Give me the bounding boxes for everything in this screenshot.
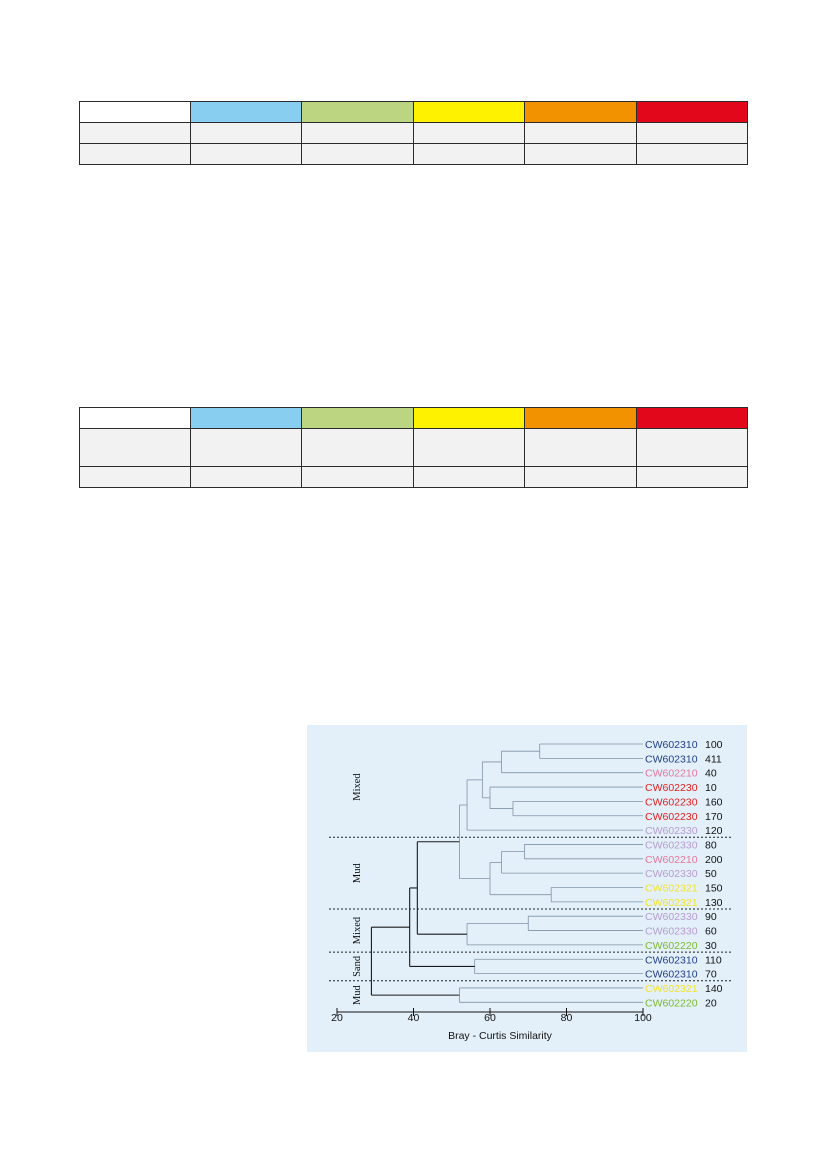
table-1-header-cell-color-1 xyxy=(189,101,303,123)
leaf-code-label: CW602321 xyxy=(645,883,698,895)
table-cell xyxy=(189,428,303,467)
leaf-number-label: 170 xyxy=(705,811,723,823)
table-cell xyxy=(635,122,749,144)
x-tick-label: 60 xyxy=(484,1012,496,1024)
dendrogram-figure: CW602310 100 CW602310 411 CW602210 40 CW602230… xyxy=(307,725,747,1052)
leaf-number-label: 110 xyxy=(705,954,722,966)
leaf-code-label: CW602220 xyxy=(645,940,698,952)
leaf-code-label: CW602220 xyxy=(645,997,698,1009)
group-label: Mixed xyxy=(352,773,363,801)
table-1-header-row xyxy=(79,101,749,123)
dendrogram-background xyxy=(307,725,747,1052)
table-cell xyxy=(412,143,526,165)
leaf-code-label: CW602230 xyxy=(645,796,698,808)
table-row xyxy=(79,122,749,144)
table-cell xyxy=(79,428,191,467)
leaf-code-label: CW602321 xyxy=(645,983,698,995)
table-cell xyxy=(412,466,526,488)
table-2-header-cell-color-3 xyxy=(412,407,526,429)
table-cell xyxy=(189,143,303,165)
leaf-code-label: CW602330 xyxy=(645,911,698,923)
leaf-number-label: 70 xyxy=(705,969,717,981)
table-row xyxy=(79,143,749,165)
leaf-code-label: CW602230 xyxy=(645,811,698,823)
table-cell xyxy=(524,122,637,144)
table-2-header-cell-color-4 xyxy=(524,407,637,429)
x-axis-title: Bray - Curtis Similarity xyxy=(448,1030,553,1042)
table-2-header-cell-color-2 xyxy=(301,407,414,429)
leaf-code-label: CW602330 xyxy=(645,868,698,880)
table-cell xyxy=(301,143,414,165)
leaf-code-label: CW602230 xyxy=(645,782,698,794)
table-cell xyxy=(79,122,191,144)
table-1-header-cell xyxy=(79,101,191,123)
leaf-code-label: CW602321 xyxy=(645,897,698,909)
leaf-number-label: 411 xyxy=(705,753,722,765)
leaf-number-label: 30 xyxy=(705,940,717,952)
table-2-header-row xyxy=(79,407,749,429)
leaf-code-label: CW602330 xyxy=(645,926,698,938)
leaf-number-label: 80 xyxy=(705,839,717,851)
group-label: Mixed xyxy=(352,916,363,944)
leaf-number-label: 50 xyxy=(705,868,717,880)
table-cell xyxy=(635,428,749,467)
leaf-number-label: 90 xyxy=(705,911,717,923)
table-1-header-cell-color-4 xyxy=(524,101,637,123)
table-cell xyxy=(79,143,191,165)
leaf-code-label: CW602310 xyxy=(645,753,698,765)
leaf-code-label: CW602330 xyxy=(645,839,698,851)
leaf-number-label: 160 xyxy=(705,796,723,808)
leaf-code-label: CW602310 xyxy=(645,969,698,981)
x-tick-label: 100 xyxy=(634,1012,652,1024)
leaf-code-label: CW602310 xyxy=(645,739,698,751)
leaf-number-label: 200 xyxy=(705,854,723,866)
leaf-code-label: CW602310 xyxy=(645,954,698,966)
table-cell xyxy=(412,428,526,467)
table-2-header-cell-color-1 xyxy=(189,407,303,429)
leaf-number-label: 20 xyxy=(705,997,717,1009)
leaf-number-label: 40 xyxy=(705,768,717,780)
table-cell xyxy=(524,428,637,467)
leaf-number-label: 10 xyxy=(705,782,717,794)
table-cell xyxy=(301,466,414,488)
table-1 xyxy=(79,101,749,165)
x-tick-label: 80 xyxy=(561,1012,573,1024)
table-cell xyxy=(635,143,749,165)
group-label: Mud xyxy=(352,984,363,1005)
group-label: Sand xyxy=(352,955,363,977)
x-tick-label: 20 xyxy=(331,1012,343,1024)
leaf-number-label: 120 xyxy=(705,825,723,837)
table-2 xyxy=(79,407,749,488)
table-cell xyxy=(635,466,749,488)
table-cell xyxy=(301,122,414,144)
x-tick-label: 40 xyxy=(408,1012,420,1024)
table-cell xyxy=(412,122,526,144)
table-cell xyxy=(79,466,191,488)
leaf-number-label: 130 xyxy=(705,897,723,909)
leaf-number-label: 140 xyxy=(705,983,723,995)
table-cell xyxy=(524,143,637,165)
table-cell xyxy=(301,428,414,467)
leaf-code-label: CW602210 xyxy=(645,768,698,780)
table-cell xyxy=(189,122,303,144)
table-cell xyxy=(189,466,303,488)
table-cell xyxy=(524,466,637,488)
table-2-header-cell xyxy=(79,407,191,429)
leaf-code-label: CW602210 xyxy=(645,854,698,866)
leaf-number-label: 60 xyxy=(705,926,717,938)
leaf-code-label: CW602330 xyxy=(645,825,698,837)
leaf-number-label: 100 xyxy=(705,739,723,751)
table-2-header-cell-color-5 xyxy=(635,407,749,429)
table-row xyxy=(79,428,749,467)
table-1-header-cell-color-3 xyxy=(412,101,526,123)
leaf-number-label: 150 xyxy=(705,883,723,895)
group-label: Mud xyxy=(352,862,363,883)
table-1-header-cell-color-2 xyxy=(301,101,414,123)
table-row xyxy=(79,466,749,488)
table-1-header-cell-color-5 xyxy=(635,101,749,123)
